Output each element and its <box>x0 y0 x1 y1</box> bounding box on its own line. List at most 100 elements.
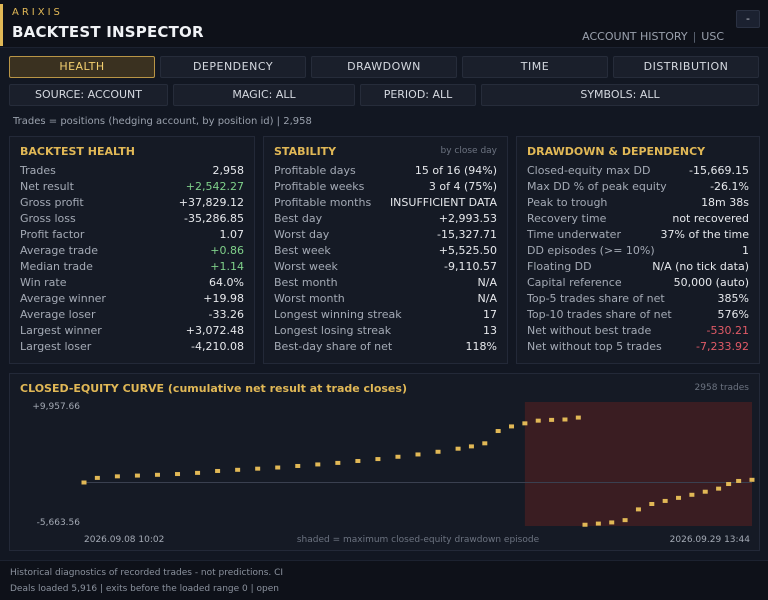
magic-filter[interactable]: MAGIC: ALL <box>173 84 355 106</box>
stat-value: +1.14 <box>210 260 244 273</box>
stat-value: -15,327.71 <box>437 228 497 241</box>
equity-point <box>134 473 140 478</box>
stat-row: Capital reference 50,000 (auto) <box>527 275 749 291</box>
stat-value: -15,669.15 <box>689 164 749 177</box>
equity-point <box>195 470 201 475</box>
equity-point <box>154 472 160 477</box>
stat-value: -7,233.92 <box>696 340 749 353</box>
stat-row: Largest loser -4,210.08 <box>20 339 244 355</box>
stat-row: Trades 2,958 <box>20 163 244 179</box>
stat-label: Profitable weeks <box>274 180 365 193</box>
stat-value: -26.1% <box>710 180 749 193</box>
tab-time[interactable]: TIME <box>462 56 608 78</box>
equity-point <box>415 452 421 457</box>
stat-value: 576% <box>717 308 749 321</box>
equity-point <box>335 460 341 465</box>
tab-drawdown[interactable]: DRAWDOWN <box>311 56 457 78</box>
stat-value: N/A <box>477 292 497 305</box>
drawdown-shaded-region <box>524 402 752 526</box>
tab-distribution[interactable]: DISTRIBUTION <box>613 56 759 78</box>
stat-label: Median trade <box>20 260 93 273</box>
equity-point <box>81 480 87 485</box>
equity-point <box>468 444 474 449</box>
stat-row: Longest losing streak 13 <box>274 323 497 339</box>
equity-point <box>435 449 441 454</box>
stat-label: Profitable days <box>274 164 356 177</box>
stat-label: Net without best trade <box>527 324 652 337</box>
equity-point <box>375 457 381 462</box>
stat-value: 2,958 <box>212 164 245 177</box>
stat-value: not recovered <box>672 212 749 225</box>
tab-dependency[interactable]: DEPENDENCY <box>160 56 306 78</box>
stat-value: 1 <box>742 244 749 257</box>
panel-title: STABILITY <box>274 145 337 158</box>
stat-row: Top-5 trades share of net 385% <box>527 291 749 307</box>
stat-label: Gross profit <box>20 196 84 209</box>
stat-row: Largest winner +3,072.48 <box>20 323 244 339</box>
stat-label: Trades <box>20 164 56 177</box>
equity-point <box>215 468 221 473</box>
stat-value: +5,525.50 <box>438 244 497 257</box>
stat-row: Profitable weeks 3 of 4 (75%) <box>274 179 497 195</box>
stat-label: Gross loss <box>20 212 76 225</box>
equity-point <box>749 477 755 482</box>
equity-point <box>582 522 588 527</box>
stat-row: Worst week -9,110.57 <box>274 259 497 275</box>
stat-value: 37% of the time <box>660 228 749 241</box>
stat-row: Average loser -33.26 <box>20 307 244 323</box>
stat-label: Peak to trough <box>527 196 608 209</box>
period-filter[interactable]: PERIOD: ALL <box>360 84 476 106</box>
stat-label: Best day <box>274 212 323 225</box>
status-bar: Historical diagnostics of recorded trade… <box>0 560 768 600</box>
stat-label: Recovery time <box>527 212 607 225</box>
stat-label: Best month <box>274 276 338 289</box>
source-filter[interactable]: SOURCE: ACCOUNT <box>9 84 168 106</box>
drawdown-dependency-panel: DRAWDOWN & DEPENDENCY Closed-equity max … <box>516 136 760 364</box>
equity-point <box>114 474 120 479</box>
equity-point <box>395 454 401 459</box>
equity-point <box>255 466 261 471</box>
equity-curve-panel: +9,957.66 -5,663.56 2026.09.08 10:02 2026.0… <box>9 373 760 551</box>
symbols-filter[interactable]: SYMBOLS: ALL <box>481 84 759 106</box>
tab-health[interactable]: HEALTH <box>9 56 155 78</box>
equity-point <box>689 492 695 497</box>
minimize-button[interactable]: - <box>736 10 760 28</box>
stat-value: 17 <box>483 308 497 321</box>
equity-point <box>235 467 241 472</box>
stat-label: Average loser <box>20 308 96 321</box>
equity-point <box>315 462 321 467</box>
equity-point <box>649 502 655 507</box>
stat-row: Best month N/A <box>274 275 497 291</box>
stat-row: Average trade +0.86 <box>20 243 244 259</box>
stat-row: Gross profit +37,829.12 <box>20 195 244 211</box>
stat-value: N/A (no tick data) <box>652 260 749 273</box>
filter-bar: SOURCE: ACCOUNT MAGIC: ALL PERIOD: ALL S… <box>9 84 759 106</box>
header-source-info: ACCOUNT HISTORY | USC <box>582 30 724 43</box>
stat-row: Profitable days 15 of 16 (94%) <box>274 163 497 179</box>
currency-label: USC <box>701 30 724 43</box>
equity-point <box>175 472 181 477</box>
stat-value: 385% <box>717 292 749 305</box>
account-history-label: ACCOUNT HISTORY <box>582 30 688 43</box>
x-end-label: 2026.09.29 13:44 <box>670 535 751 545</box>
stat-row: Profit factor 1.07 <box>20 227 244 243</box>
y-max-label: +9,957.66 <box>32 402 80 412</box>
chart-title: CLOSED-EQUITY CURVE (cumulative net resu… <box>20 382 407 395</box>
stat-label: Worst day <box>274 228 330 241</box>
backtest-health-panel: BACKTEST HEALTH Trades 2,958 Net result +2,… <box>9 136 255 364</box>
stat-row: Best week +5,525.50 <box>274 243 497 259</box>
stat-label: Average winner <box>20 292 106 305</box>
stat-value: INSUFFICIENT DATA <box>389 196 497 209</box>
trade-count-info: Trades = positions (hedging account, by … <box>13 116 312 127</box>
stat-row: Median trade +1.14 <box>20 259 244 275</box>
stat-value: 118% <box>465 340 497 353</box>
stat-value: -4,210.08 <box>191 340 244 353</box>
shaded-note: shaded = maximum closed-equity drawdown … <box>297 535 540 545</box>
stat-value: +2,993.53 <box>438 212 497 225</box>
panel-title: DRAWDOWN & DEPENDENCY <box>527 145 706 158</box>
stability-rows: Profitable days 15 of 16 (94%) Profitable … <box>274 163 497 355</box>
drawdown-rows: Closed-equity max DD -15,669.15 Max DD % o… <box>527 163 749 355</box>
stat-label: Longest losing streak <box>274 324 392 337</box>
stat-value: +37,829.12 <box>178 196 244 209</box>
stat-label: Closed-equity max DD <box>527 164 651 177</box>
